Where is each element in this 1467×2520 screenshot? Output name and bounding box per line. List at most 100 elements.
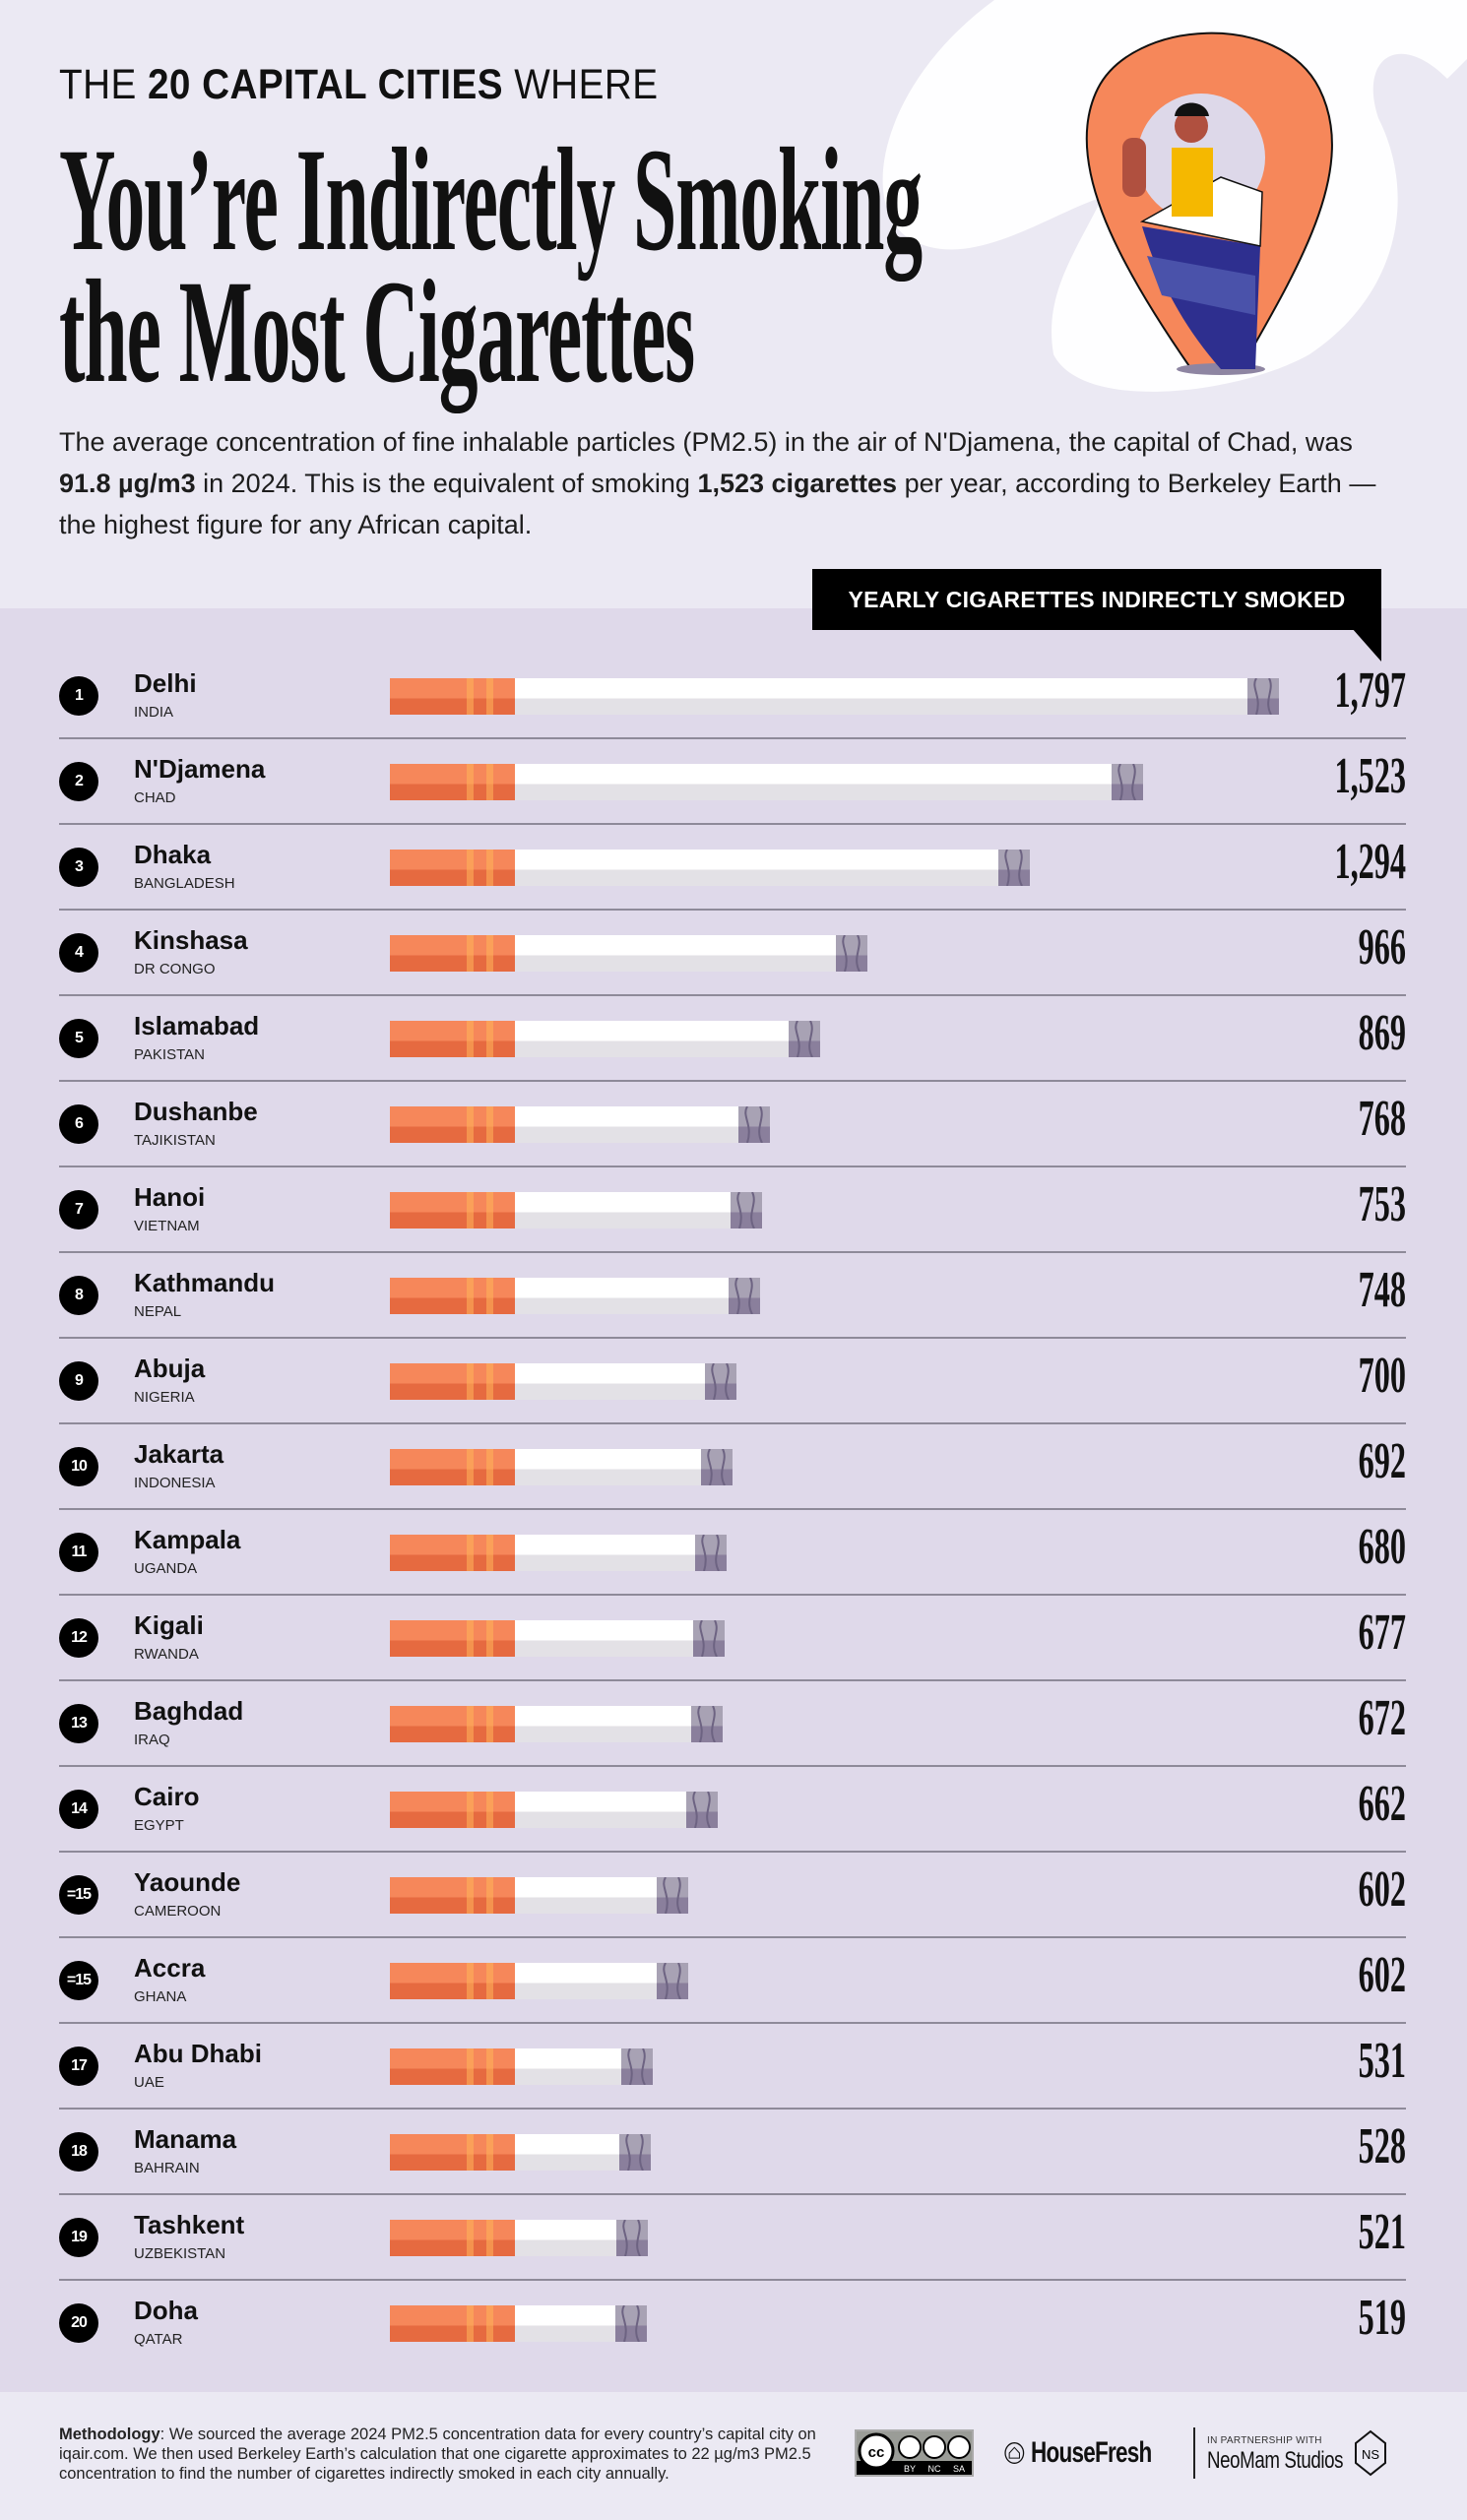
- table-row: 3 Dhaka BANGLADESH 1,294: [59, 825, 1406, 911]
- rank-badge: 6: [59, 1104, 98, 1144]
- table-row: 8 Kathmandu NEPAL 748: [59, 1253, 1406, 1339]
- country-name: UAE: [134, 2074, 164, 2091]
- cigarette-paper: [515, 2305, 615, 2342]
- value-label: 602: [1358, 1947, 1406, 2003]
- city-name: Tashkent: [134, 2210, 245, 2239]
- city-name: Abuja: [134, 1354, 206, 1383]
- value-label: 519: [1358, 2290, 1406, 2346]
- cigarette-filter: [390, 2134, 515, 2171]
- table-row: 1 Delhi INDIA 1,797: [59, 654, 1406, 739]
- city-name: N'Djamena: [134, 754, 266, 784]
- svg-text:SA: SA: [953, 2464, 965, 2474]
- cigarette-bar: [390, 1535, 727, 1571]
- house-icon: [1004, 2442, 1025, 2464]
- city-name: Doha: [134, 2296, 198, 2325]
- table-row: 2 N'Djamena CHAD 1,523: [59, 739, 1406, 825]
- neomam-logo-icon: NS: [1355, 2429, 1386, 2477]
- cigarette-filter: [390, 2048, 515, 2085]
- cigarette-bar: [390, 1792, 718, 1828]
- cc-icon: cc BY NC SA: [857, 2431, 972, 2474]
- rank-badge: 11: [59, 1533, 98, 1572]
- country-name: NEPAL: [134, 1303, 182, 1320]
- cigarette-bar: [390, 764, 1144, 800]
- cigarette-ash: [1112, 764, 1144, 800]
- cigarette-filter: [390, 1535, 515, 1571]
- value-label: 748: [1358, 1262, 1406, 1318]
- cigarette-bar: [390, 678, 1279, 715]
- cigarette-paper: [515, 1706, 691, 1742]
- cigarette-filter: [390, 1620, 515, 1657]
- table-row: 5 Islamabad PAKISTAN 869: [59, 996, 1406, 1082]
- value-label: 521: [1358, 2204, 1406, 2260]
- cigarette-paper: [515, 1449, 701, 1485]
- table-row: 19 Tashkent UZBEKISTAN 521: [59, 2195, 1406, 2281]
- city-name: Delhi: [134, 668, 197, 698]
- cigarette-paper: [515, 2048, 621, 2085]
- country-name: EGYPT: [134, 1817, 184, 1834]
- rank-badge: 5: [59, 1019, 98, 1058]
- cigarette-ash: [656, 1963, 688, 1999]
- cigarette-paper: [515, 1106, 738, 1143]
- country-name: TAJIKISTAN: [134, 1132, 216, 1149]
- intro-paragraph: The average concentration of fine inhala…: [59, 427, 1376, 539]
- rank-badge: 10: [59, 1447, 98, 1486]
- country-name: CAMEROON: [134, 1903, 222, 1920]
- city-name: Baghdad: [134, 1696, 244, 1726]
- cigarette-paper: [515, 1192, 732, 1228]
- rank-badge: 8: [59, 1276, 98, 1315]
- rank-badge: =15: [59, 1961, 98, 2000]
- cigarette-ash: [836, 935, 868, 972]
- cc-license-badge: cc BY NC SA: [855, 2429, 974, 2477]
- rank-badge: 7: [59, 1190, 98, 1229]
- cigarette-ash: [619, 2134, 652, 2171]
- city-name: Jakarta: [134, 1439, 224, 1469]
- cigarette-paper: [515, 935, 837, 972]
- cigarette-bar: [390, 1192, 763, 1228]
- logo-divider: [1193, 2427, 1195, 2479]
- rank-badge: 17: [59, 2047, 98, 2086]
- cigarette-bar: [390, 1963, 688, 1999]
- chart-background: [0, 608, 1467, 2392]
- cigarette-ash: [700, 1449, 733, 1485]
- cigarette-bar: [390, 2048, 653, 2085]
- cigarette-bar: [390, 850, 1031, 886]
- table-row: =15 Yaounde CAMEROON 602: [59, 1853, 1406, 1938]
- cigarette-filter: [390, 1792, 515, 1828]
- svg-text:NC: NC: [928, 2464, 941, 2474]
- table-row: 11 Kampala UGANDA 680: [59, 1510, 1406, 1596]
- city-name: Kathmandu: [134, 1268, 275, 1297]
- table-row: 13 Baghdad IRAQ 672: [59, 1681, 1406, 1767]
- svg-text:cc: cc: [868, 2444, 885, 2461]
- cigarette-paper: [515, 1363, 705, 1400]
- city-name: Dushanbe: [134, 1097, 258, 1126]
- cigarette-bar: [390, 2134, 652, 2171]
- cigarette-ash: [704, 1363, 736, 1400]
- cigarette-ash: [614, 2305, 647, 2342]
- table-row: 10 Jakarta INDONESIA 692: [59, 1424, 1406, 1510]
- country-name: CHAD: [134, 789, 176, 806]
- city-name: Abu Dhabi: [134, 2039, 262, 2068]
- cigarette-paper: [515, 764, 1113, 800]
- cigarette-bar: [390, 1106, 770, 1143]
- cigarette-filter: [390, 1706, 515, 1742]
- cigarette-filter: [390, 1449, 515, 1485]
- cigarette-bar: [390, 1877, 688, 1914]
- partner-label: IN PARTNERSHIP WITH: [1207, 2435, 1322, 2446]
- cigarette-ash: [620, 2048, 653, 2085]
- cigarette-ash: [685, 1792, 718, 1828]
- value-label: 680: [1358, 1519, 1406, 1575]
- rank-badge: 20: [59, 2303, 98, 2343]
- country-name: RWANDA: [134, 1646, 199, 1663]
- smoking-man-pin-illustration: [882, 0, 1467, 392]
- cigarette-paper: [515, 2220, 616, 2256]
- country-name: PAKISTAN: [134, 1046, 205, 1063]
- cigarette-ash: [690, 1706, 723, 1742]
- table-row: 7 Hanoi VIETNAM 753: [59, 1167, 1406, 1253]
- cigarette-ash: [693, 1620, 726, 1657]
- city-name: Islamabad: [134, 1011, 260, 1040]
- cigarette-filter: [390, 2305, 515, 2342]
- table-row: 14 Cairo EGYPT 662: [59, 1767, 1406, 1853]
- value-label: 677: [1358, 1605, 1406, 1661]
- title-line-2: the Most Cigarettes: [59, 250, 695, 413]
- city-name: Kinshasa: [134, 925, 248, 955]
